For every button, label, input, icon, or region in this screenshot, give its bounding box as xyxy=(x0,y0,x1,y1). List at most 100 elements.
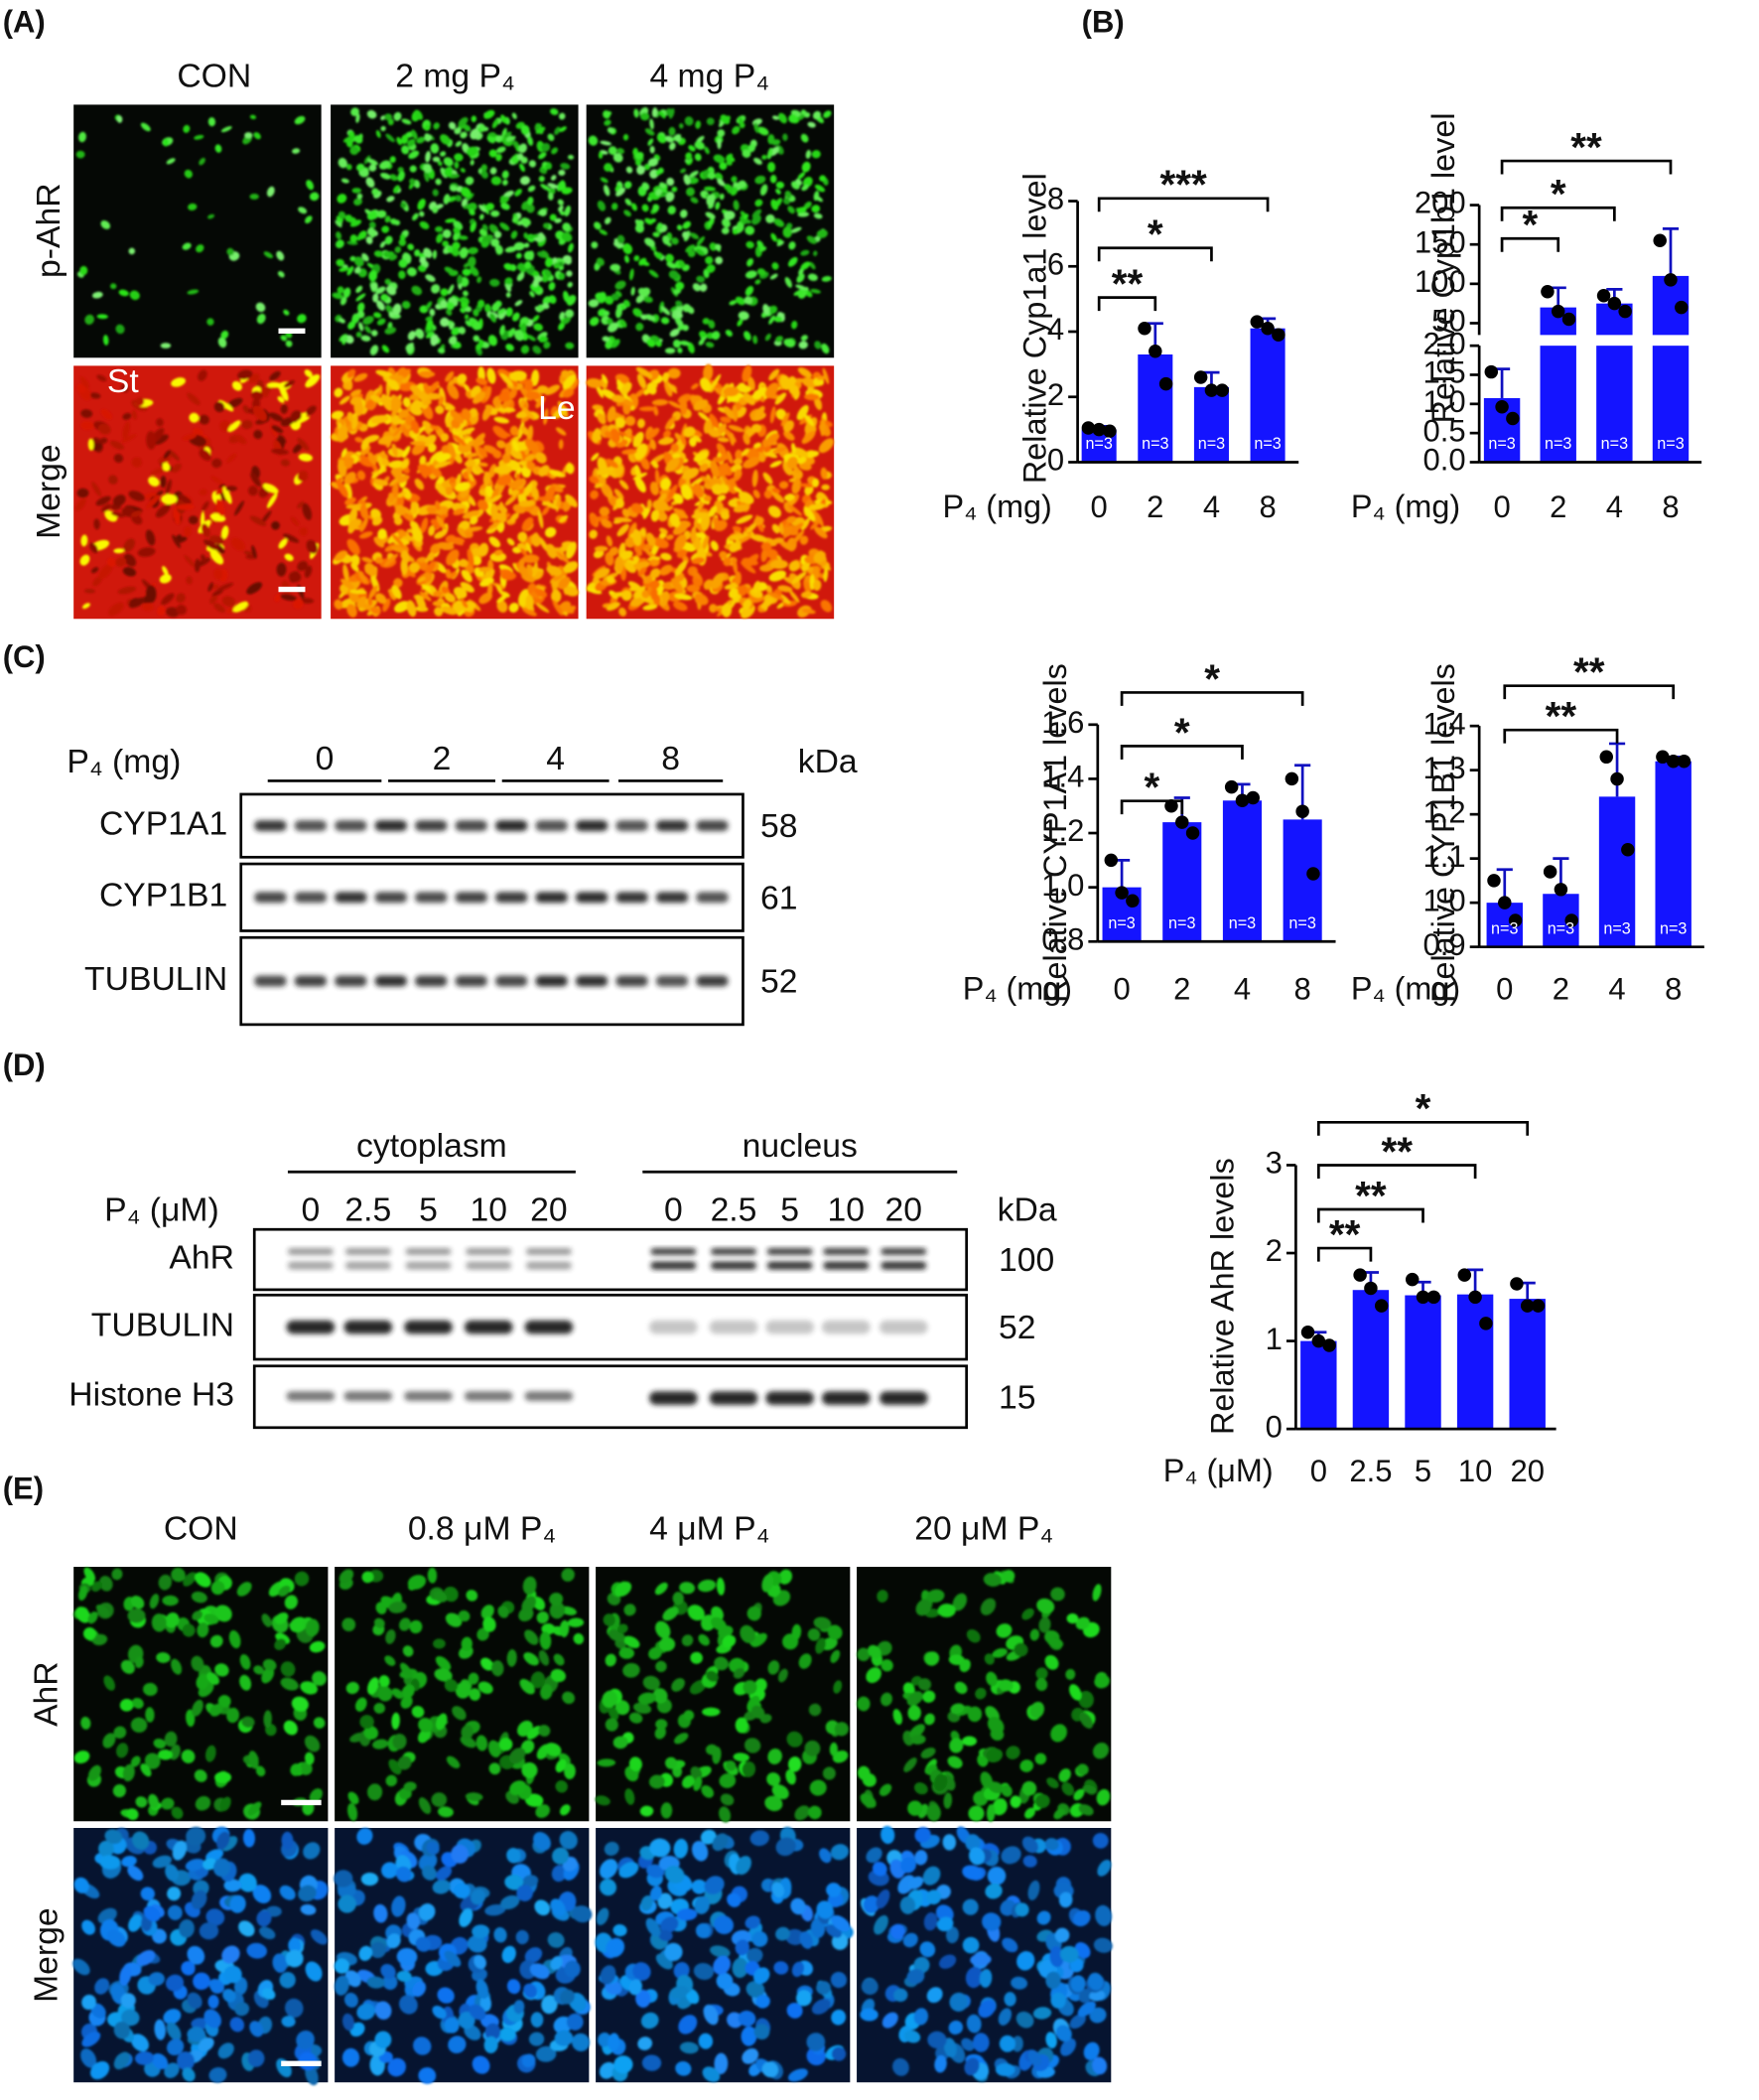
cell xyxy=(176,604,188,616)
cell xyxy=(389,254,398,261)
blot-band xyxy=(524,1391,574,1401)
blot-band xyxy=(494,975,528,987)
cell xyxy=(202,500,209,511)
cell xyxy=(171,377,186,387)
cell xyxy=(524,261,532,269)
cell xyxy=(342,135,355,143)
cell xyxy=(511,112,517,120)
data-point xyxy=(1468,1290,1482,1305)
cell xyxy=(199,449,211,462)
micrograph-bg xyxy=(73,365,322,620)
cell xyxy=(128,490,145,501)
cell xyxy=(351,188,362,194)
data-point xyxy=(1215,383,1229,397)
blot-band xyxy=(494,820,528,832)
cell xyxy=(165,479,172,495)
cell xyxy=(306,405,317,416)
cell xyxy=(433,122,440,130)
data-point xyxy=(1138,321,1151,336)
significance-label: ** xyxy=(1570,124,1602,170)
data-point xyxy=(1322,1338,1336,1352)
x-tick-label: 2 xyxy=(1173,971,1190,1006)
significance-label: * xyxy=(1551,171,1566,216)
blot-band xyxy=(766,1248,813,1255)
cell xyxy=(551,147,559,155)
cell xyxy=(294,115,306,125)
cell xyxy=(249,193,259,201)
cell xyxy=(146,494,160,509)
cell xyxy=(411,129,418,140)
blot-band xyxy=(650,1261,697,1270)
cell xyxy=(400,202,407,209)
n-label: n=3 xyxy=(1488,435,1515,453)
cell xyxy=(500,203,510,210)
cell xyxy=(146,431,157,450)
data-point xyxy=(1158,376,1173,391)
cell xyxy=(511,312,520,322)
cell xyxy=(503,131,512,139)
cell xyxy=(473,309,479,317)
data-point xyxy=(1541,285,1555,299)
data-point xyxy=(1677,755,1691,769)
cell xyxy=(353,256,364,267)
x-tick-label: 2 xyxy=(1553,971,1569,1006)
cell xyxy=(331,410,344,420)
cell xyxy=(496,600,508,613)
n-label: n=3 xyxy=(1657,435,1684,453)
blot-band xyxy=(294,820,328,832)
cell xyxy=(201,523,210,538)
cell xyxy=(353,135,363,144)
cell xyxy=(494,244,503,254)
data-point xyxy=(1295,804,1309,818)
cell xyxy=(383,250,390,258)
cell xyxy=(393,185,400,194)
cell xyxy=(423,247,433,258)
cell xyxy=(535,452,547,464)
cell xyxy=(520,323,527,334)
cell xyxy=(383,113,393,121)
cell xyxy=(517,531,528,542)
blot-band xyxy=(711,1248,756,1255)
cell xyxy=(225,486,237,491)
cell xyxy=(231,380,242,391)
cell xyxy=(186,576,193,585)
cell xyxy=(565,257,572,265)
cell xyxy=(407,331,416,341)
y-tick-label: 2 xyxy=(1266,1233,1283,1268)
blot-band xyxy=(655,820,689,832)
cell xyxy=(609,263,621,272)
cell xyxy=(490,210,500,217)
data-point xyxy=(1498,896,1512,910)
blot-axis-label: P₄ (μM) xyxy=(104,1191,219,1229)
blot-band xyxy=(344,1248,391,1255)
cell xyxy=(355,332,362,338)
cell xyxy=(213,603,225,613)
cell xyxy=(355,293,366,302)
micrograph xyxy=(334,1827,593,2084)
fraction-label: cytoplasm xyxy=(356,1127,507,1165)
cell xyxy=(401,118,412,125)
cell xyxy=(75,150,85,159)
cell xyxy=(547,133,555,141)
cell xyxy=(337,286,344,294)
blot-band xyxy=(254,975,287,987)
blot-band xyxy=(404,1391,453,1401)
data-point xyxy=(1607,296,1622,311)
cell xyxy=(540,184,551,192)
cell xyxy=(505,292,511,298)
data-point xyxy=(1149,344,1162,358)
cell xyxy=(385,133,395,143)
cell xyxy=(500,114,507,124)
cell xyxy=(266,492,278,508)
cell xyxy=(519,163,526,173)
cell xyxy=(488,536,501,548)
cell xyxy=(168,450,180,462)
cell xyxy=(353,198,362,207)
cell xyxy=(469,247,476,255)
cell xyxy=(433,1638,446,1649)
annotation: Le xyxy=(538,389,576,427)
cell xyxy=(452,295,461,302)
protein-label: AhR xyxy=(169,1238,234,1276)
data-point xyxy=(1675,300,1689,315)
cell xyxy=(122,567,137,577)
